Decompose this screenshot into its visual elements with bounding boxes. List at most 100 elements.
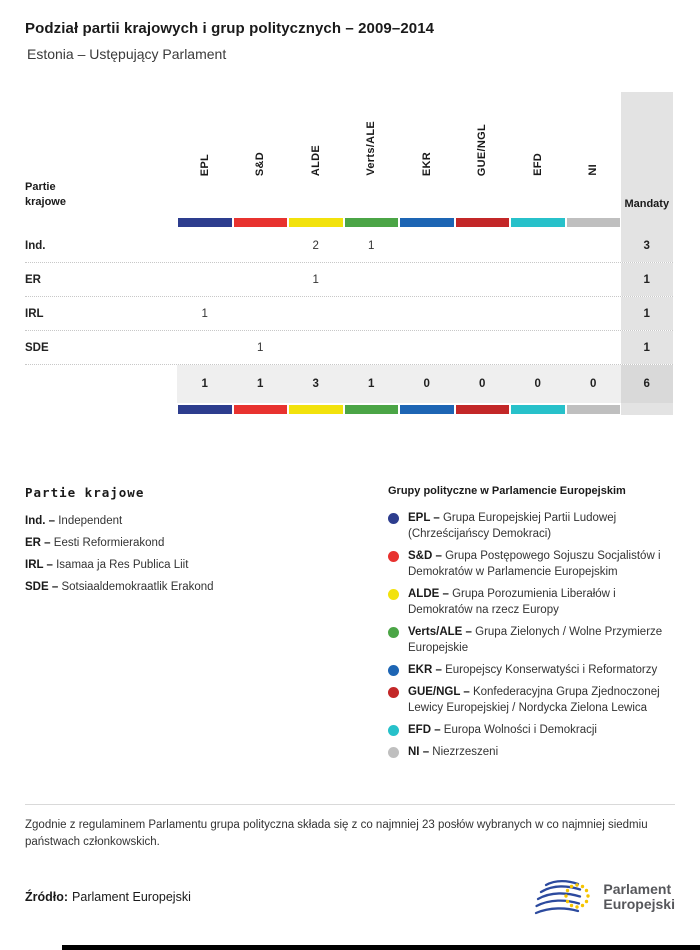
group-header-gue-ngl: GUE/NGL xyxy=(455,92,511,218)
group-bar-cell-gue-ngl xyxy=(455,218,511,229)
seat-value-ind-ekr xyxy=(399,229,455,262)
group-legend-item-alde: ALDE – Grupa Porozumienia Liberałów i De… xyxy=(388,586,675,618)
group-color-dot xyxy=(388,746,399,758)
group-bar-cell-epl xyxy=(177,218,233,229)
total-mandates-value: 6 xyxy=(621,365,673,403)
group-legend-item-s-d: S&D – Grupa Postępowego Sojuszu Socjalis… xyxy=(388,548,675,580)
mandates-bar-spacer xyxy=(621,218,673,229)
page-title: Podział partii krajowych i grup politycz… xyxy=(25,20,435,37)
group-color-dot xyxy=(388,550,399,562)
source-text: Źródło: Parlament Europejski xyxy=(25,890,191,904)
row-header-label: Partie krajowe xyxy=(25,181,66,208)
total-value-s-d: 1 xyxy=(232,365,288,403)
group-header-verts-ale: Verts/ALE xyxy=(344,92,400,218)
totals-spacer xyxy=(25,365,177,403)
legend-groups: Grupy polityczne w Parlamencie Europejsk… xyxy=(388,485,675,766)
group-color-bar-ni xyxy=(566,405,620,414)
seat-value-er-ekr xyxy=(399,263,455,296)
table-row-irl: IRL 1 1 xyxy=(25,297,673,331)
group-header-efd: EFD xyxy=(510,92,566,218)
group-bar-cell-ni xyxy=(566,218,622,229)
group-color-bar-ni xyxy=(566,218,620,227)
seat-value-ind-gue-ngl xyxy=(455,229,511,262)
group-bar-cell-ekr xyxy=(399,403,455,415)
legend-parties: Partie krajowe Ind. – Independent ER – Ee… xyxy=(25,485,388,766)
source-value: Parlament Europejski xyxy=(72,890,191,904)
group-header-epl: EPL xyxy=(177,92,233,218)
group-bar-cell-alde xyxy=(288,403,344,415)
total-value-ni: 0 xyxy=(565,365,621,403)
group-legend-text: Verts/ALE – Grupa Zielonych / Wolne Przy… xyxy=(408,624,675,656)
seat-value-irl-s-d xyxy=(233,297,289,330)
group-legend-text: EFD – Europa Wolności i Demokracji xyxy=(408,722,597,738)
ep-hemicycle-icon xyxy=(535,879,591,915)
page-header: Podział partii krajowych i grup politycz… xyxy=(0,0,700,62)
group-color-bar-epl xyxy=(178,218,232,227)
total-value-verts-ale: 1 xyxy=(343,365,399,403)
seat-value-sde-s-d: 1 xyxy=(257,341,264,354)
footnote-text: Zgodnie z regulaminem Parlamentu grupa p… xyxy=(25,819,648,848)
seat-value-irl-alde xyxy=(288,297,344,330)
party-legend-item-irl: IRL – Isamaa ja Res Publica Liit xyxy=(25,559,388,571)
party-legend-abbr: Ind. – xyxy=(25,515,56,527)
seat-value-sde-verts-ale xyxy=(344,331,400,364)
group-legend-item-ni: NI – Niezrzeszeni xyxy=(388,744,675,760)
seat-value-er-s-d xyxy=(233,263,289,296)
group-legend-name: Grupa Porozumienia Liberałów i Demokrató… xyxy=(408,588,616,616)
seat-value-ind-verts-ale: 1 xyxy=(368,239,375,252)
group-legend-name: Grupa Europejskiej Partii Ludowej (Chrze… xyxy=(408,512,617,540)
group-color-dot xyxy=(388,626,399,638)
group-color-dot xyxy=(388,664,399,676)
group-legend-item-ekr: EKR – Europejscy Konserwatyści i Reforma… xyxy=(388,662,675,678)
total-value-ekr: 0 xyxy=(399,365,455,403)
seat-value-er-epl xyxy=(177,263,233,296)
group-bar-cell-ni xyxy=(566,403,622,415)
table-row-er: ER 1 1 xyxy=(25,263,673,297)
mandates-value-er: 1 xyxy=(621,263,673,296)
party-legend-item-er: ER – Eesti Reformierakond xyxy=(25,537,388,549)
bars-row-spacer xyxy=(25,218,177,229)
group-legend-name: Grupa Postępowego Sojuszu Socjalistów i … xyxy=(408,550,661,578)
row-header-cell: Partie krajowe xyxy=(25,92,177,218)
group-legend-item-epl: EPL – Grupa Europejskiej Partii Ludowej … xyxy=(388,510,675,542)
group-bar-cell-ekr xyxy=(399,218,455,229)
group-bar-cell-efd xyxy=(510,403,566,415)
group-color-bar-gue-ngl xyxy=(455,405,509,414)
seat-value-sde-epl xyxy=(177,331,233,364)
group-color-bar-efd xyxy=(511,218,565,227)
seat-value-er-ni xyxy=(566,263,622,296)
group-header-s-d: S&D xyxy=(233,92,289,218)
group-legend-text: EPL – Grupa Europejskiej Partii Ludowej … xyxy=(408,510,675,542)
party-label: IRL xyxy=(25,307,44,320)
party-legend-item-sde: SDE – Sotsiaaldemokraatlik Erakond xyxy=(25,581,388,593)
seat-value-ind-epl xyxy=(177,229,233,262)
seat-value-er-efd xyxy=(510,263,566,296)
mandates-bar-spacer xyxy=(621,403,673,415)
seat-value-sde-ekr xyxy=(399,331,455,364)
group-bar-cell-s-d xyxy=(233,403,289,415)
bars-row-spacer xyxy=(25,403,177,415)
group-color-bar-verts-ale xyxy=(344,218,398,227)
seat-value-ind-alde: 2 xyxy=(312,239,319,252)
seat-value-sde-efd xyxy=(510,331,566,364)
group-header-label: Verts/ALE xyxy=(365,121,378,176)
party-label: SDE xyxy=(25,341,49,354)
group-legend-text: GUE/NGL – Konfederacyjna Grupa Zjednoczo… xyxy=(408,684,675,716)
group-color-dot xyxy=(388,724,399,736)
group-legend-item-efd: EFD – Europa Wolności i Demokracji xyxy=(388,722,675,738)
group-legend-name: Europejscy Konserwatyści i Reformatorzy xyxy=(445,664,658,676)
group-header-label: NI xyxy=(587,164,600,176)
group-color-bar-efd xyxy=(511,405,565,414)
mandates-value-sde: 1 xyxy=(621,331,673,364)
group-header-label: ALDE xyxy=(309,144,322,176)
group-legend-text: EKR – Europejscy Konserwatyści i Reforma… xyxy=(408,662,657,678)
group-bar-cell-verts-ale xyxy=(344,218,400,229)
group-legend-text: ALDE – Grupa Porozumienia Liberałów i De… xyxy=(408,586,675,618)
group-legend-abbr: S&D – xyxy=(408,550,446,562)
logo-line-2: Europejski xyxy=(603,896,675,912)
legend-groups-list: EPL – Grupa Europejskiej Partii Ludowej … xyxy=(388,510,675,760)
group-bar-cell-gue-ngl xyxy=(455,403,511,415)
group-header-ni: NI xyxy=(566,92,622,218)
table-header-row: Partie krajowe EPL S&D ALDE Verts/ALE EKR GUE/… xyxy=(25,92,673,218)
legend-parties-list: Ind. – Independent ER – Eesti Reformierak… xyxy=(25,515,388,593)
